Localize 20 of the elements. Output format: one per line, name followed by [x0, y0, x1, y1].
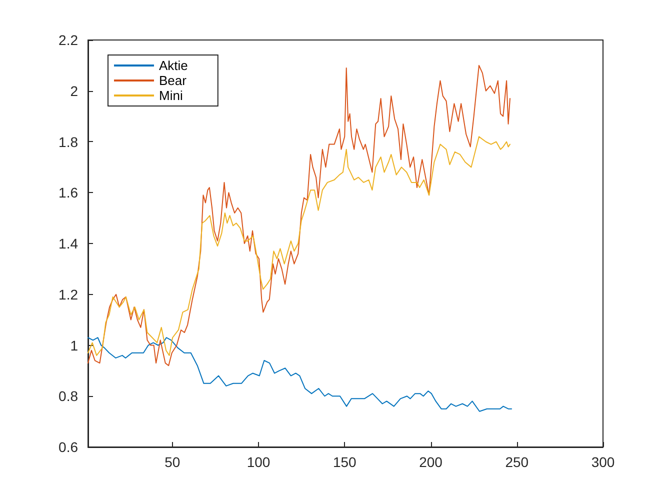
y-tick-label: 0.6 — [58, 439, 78, 455]
y-tick-label: 2.2 — [58, 32, 78, 48]
line-series — [88, 337, 512, 412]
y-tick-label: 0.8 — [58, 388, 78, 404]
legend-label: Aktie — [159, 58, 188, 73]
y-tick-label: 1.8 — [58, 134, 78, 150]
x-tick-label: 200 — [419, 454, 443, 470]
y-tick-label: 1.4 — [58, 236, 78, 252]
legend-label: Bear — [159, 73, 188, 88]
y-tick-label: 1.6 — [58, 184, 78, 201]
y-tick-label: 1.2 — [58, 286, 78, 302]
x-tick-label: 150 — [332, 454, 357, 470]
y-tick-label: 2 — [70, 82, 78, 99]
x-tick-label: 100 — [246, 454, 270, 470]
x-tick-label: 250 — [505, 454, 529, 470]
legend-label: Mini — [159, 88, 183, 103]
line-series — [88, 136, 510, 356]
x-tick-label: 50 — [164, 454, 180, 470]
x-tick-label: 300 — [591, 454, 615, 470]
y-tick-label: 1 — [70, 337, 78, 354]
